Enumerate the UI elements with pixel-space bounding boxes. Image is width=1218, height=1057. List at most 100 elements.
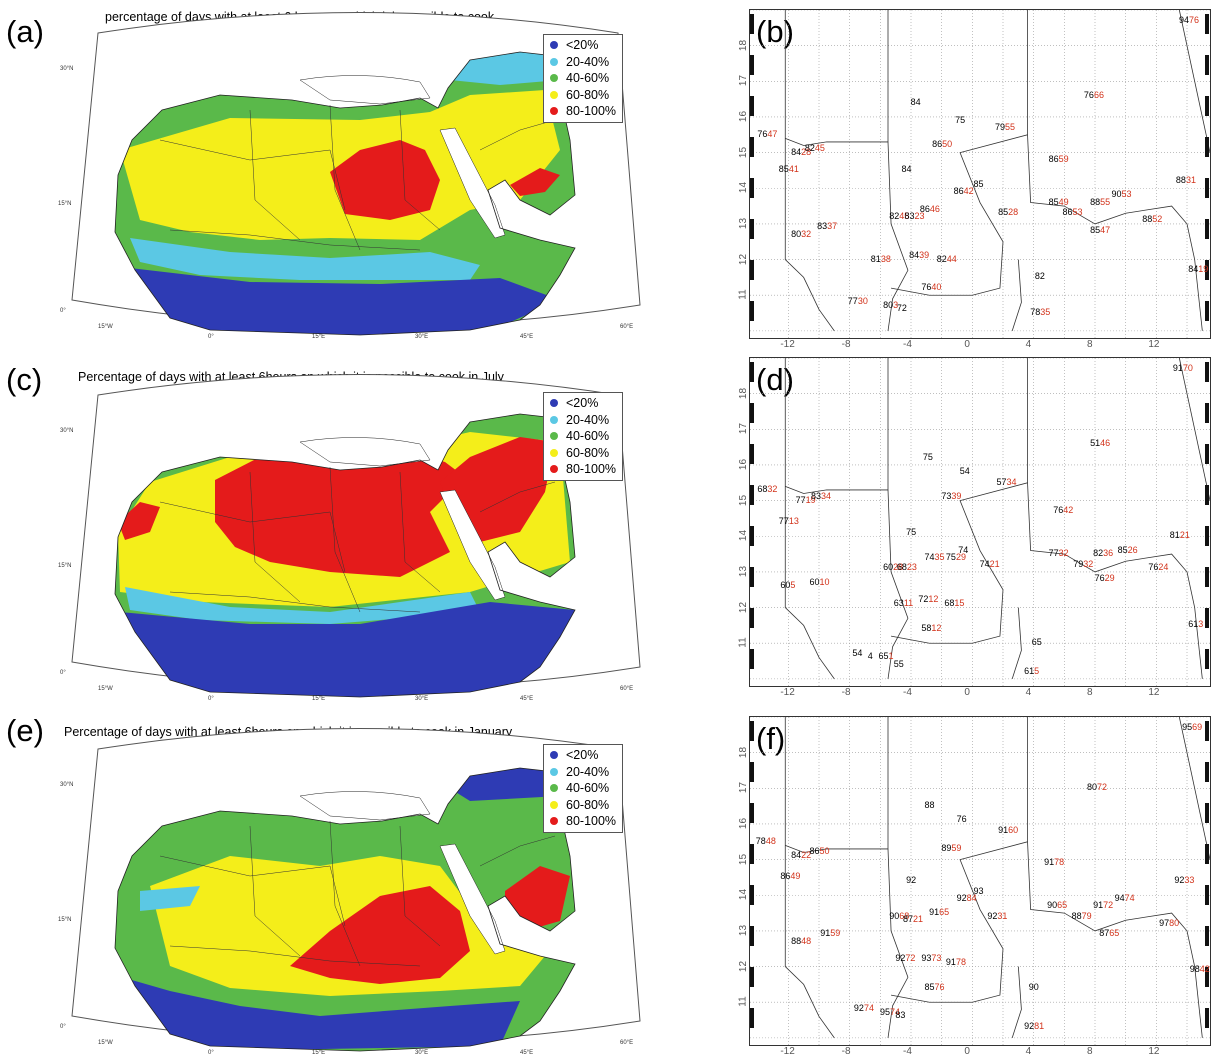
- station-value: 9231: [987, 911, 1007, 921]
- station-model: 5: [1034, 665, 1040, 676]
- edge-tick: [1205, 967, 1209, 987]
- lon-tick-label: 12: [1148, 1046, 1160, 1057]
- station-annual: 83: [817, 221, 828, 232]
- edge-tick: [750, 721, 754, 741]
- station-model: 39: [951, 491, 962, 502]
- station-annual: 84: [1188, 264, 1199, 275]
- station-value: 8334: [811, 491, 831, 501]
- coastline: [114, 767, 576, 1052]
- station-model: 21: [913, 914, 924, 925]
- edge-tick: [750, 485, 754, 505]
- station-annual: 76: [1053, 505, 1064, 516]
- border-line: [785, 358, 889, 494]
- station-model: 3: [893, 299, 899, 310]
- shade-zone: [505, 866, 570, 931]
- legend-item: 40-60%: [550, 70, 616, 87]
- grid-lines: [750, 358, 1210, 686]
- station-grid-f: (f) -12 -8 -4 0 4 8 12 18 17 16 15 14 13 12 11 9569 8072…: [738, 716, 1211, 1057]
- station-value: 9281: [1024, 1021, 1044, 1031]
- station-value: 7730: [848, 296, 868, 306]
- lat-tick-label: 16: [738, 110, 750, 123]
- sea-red-sea: [439, 489, 506, 601]
- lon-tick-label: -12: [780, 1046, 795, 1057]
- border-line: [887, 489, 909, 679]
- station-model: 45: [814, 143, 825, 154]
- station-model: 23: [914, 210, 925, 221]
- station-model: 31: [997, 910, 1008, 921]
- station-value: 5812: [921, 623, 941, 633]
- map-shading: [118, 768, 570, 1051]
- station-annual: 84: [910, 96, 921, 107]
- map-shading: [118, 432, 575, 697]
- station-value: 9165: [929, 907, 949, 917]
- station-model: 47: [1100, 225, 1111, 236]
- station-value: 6010: [809, 577, 829, 587]
- station-annual: 92: [956, 892, 967, 903]
- country-border: [169, 229, 421, 251]
- station-annual: 84: [909, 250, 920, 260]
- edge-tick: [750, 403, 754, 423]
- station-annual: 60: [780, 580, 791, 591]
- station-model: 3: [1198, 619, 1204, 630]
- station-model: 76: [934, 981, 945, 992]
- station-value: 8547: [1090, 225, 1110, 235]
- station-annual: 86: [919, 203, 930, 214]
- station-model: 55: [1005, 121, 1016, 132]
- station-value: 8959: [941, 843, 961, 853]
- station-annual: 75: [906, 526, 917, 537]
- shade-zone: [440, 437, 555, 542]
- country-border: [329, 820, 361, 967]
- legend-a: <20% 20-40% 40-60% 60-80% 80-100%: [543, 34, 624, 123]
- map-land: [115, 414, 575, 697]
- station-model: 73: [931, 953, 942, 964]
- edge-tick: [750, 301, 754, 321]
- shade-zone: [130, 268, 560, 335]
- station-value: 8072: [1087, 782, 1107, 792]
- legend-item: 20-40%: [550, 54, 616, 71]
- station-model: 47: [767, 128, 778, 139]
- border-line: [890, 358, 1028, 644]
- lat-label: 15°N: [58, 563, 71, 569]
- station-value: 75: [906, 527, 916, 537]
- edge-tick: [750, 967, 754, 987]
- legend-swatch: [550, 57, 558, 66]
- station-model: 40: [931, 282, 942, 293]
- station-value: 7647: [757, 129, 777, 139]
- lat-tick-label: 11: [737, 996, 749, 1007]
- lat-tick-label: 16: [738, 817, 750, 830]
- station-model: 32: [1083, 558, 1094, 569]
- station-value: 6028: [883, 562, 903, 572]
- station-annual: 65: [1031, 637, 1042, 648]
- station-annual: 83: [811, 491, 822, 502]
- station-model: 19: [1198, 264, 1209, 275]
- station-value: 7642: [1053, 505, 1073, 515]
- station-annual: 86: [1048, 153, 1059, 164]
- lat-tick-label: 14: [738, 182, 750, 194]
- border-line: [1178, 717, 1210, 860]
- station-value: 9178: [1044, 857, 1064, 867]
- sea-red-sea: [439, 843, 506, 955]
- station-annual: 85: [1048, 196, 1059, 207]
- station-annual: 82: [804, 143, 815, 154]
- legend-c: <20% 20-40% 40-60% 60-80% 80-100%: [543, 392, 624, 481]
- edge-tick: [750, 885, 754, 905]
- station-model: 52: [1152, 214, 1163, 225]
- legend-swatch: [550, 784, 558, 793]
- lon-label: 45°E: [520, 696, 533, 702]
- station-annual: 81: [870, 253, 881, 264]
- station-value: 8236: [1093, 548, 1113, 558]
- station-model: 13: [788, 516, 799, 526]
- station-value: 9842: [1190, 964, 1210, 974]
- station-annual: 74: [979, 558, 990, 569]
- station-value: 8526: [1118, 545, 1138, 555]
- station-annual: 95: [1182, 721, 1193, 732]
- station-value: 92: [906, 875, 916, 885]
- station-value: 8323: [905, 211, 925, 221]
- lon-tick-label: 0: [964, 1046, 970, 1057]
- station-annual: 61: [1024, 665, 1035, 676]
- station-annual: 92: [1174, 875, 1185, 885]
- station-annual: 51: [1090, 437, 1101, 448]
- station-value: 6311: [894, 598, 913, 608]
- country-border: [329, 104, 361, 251]
- edge-tick: [1205, 362, 1209, 382]
